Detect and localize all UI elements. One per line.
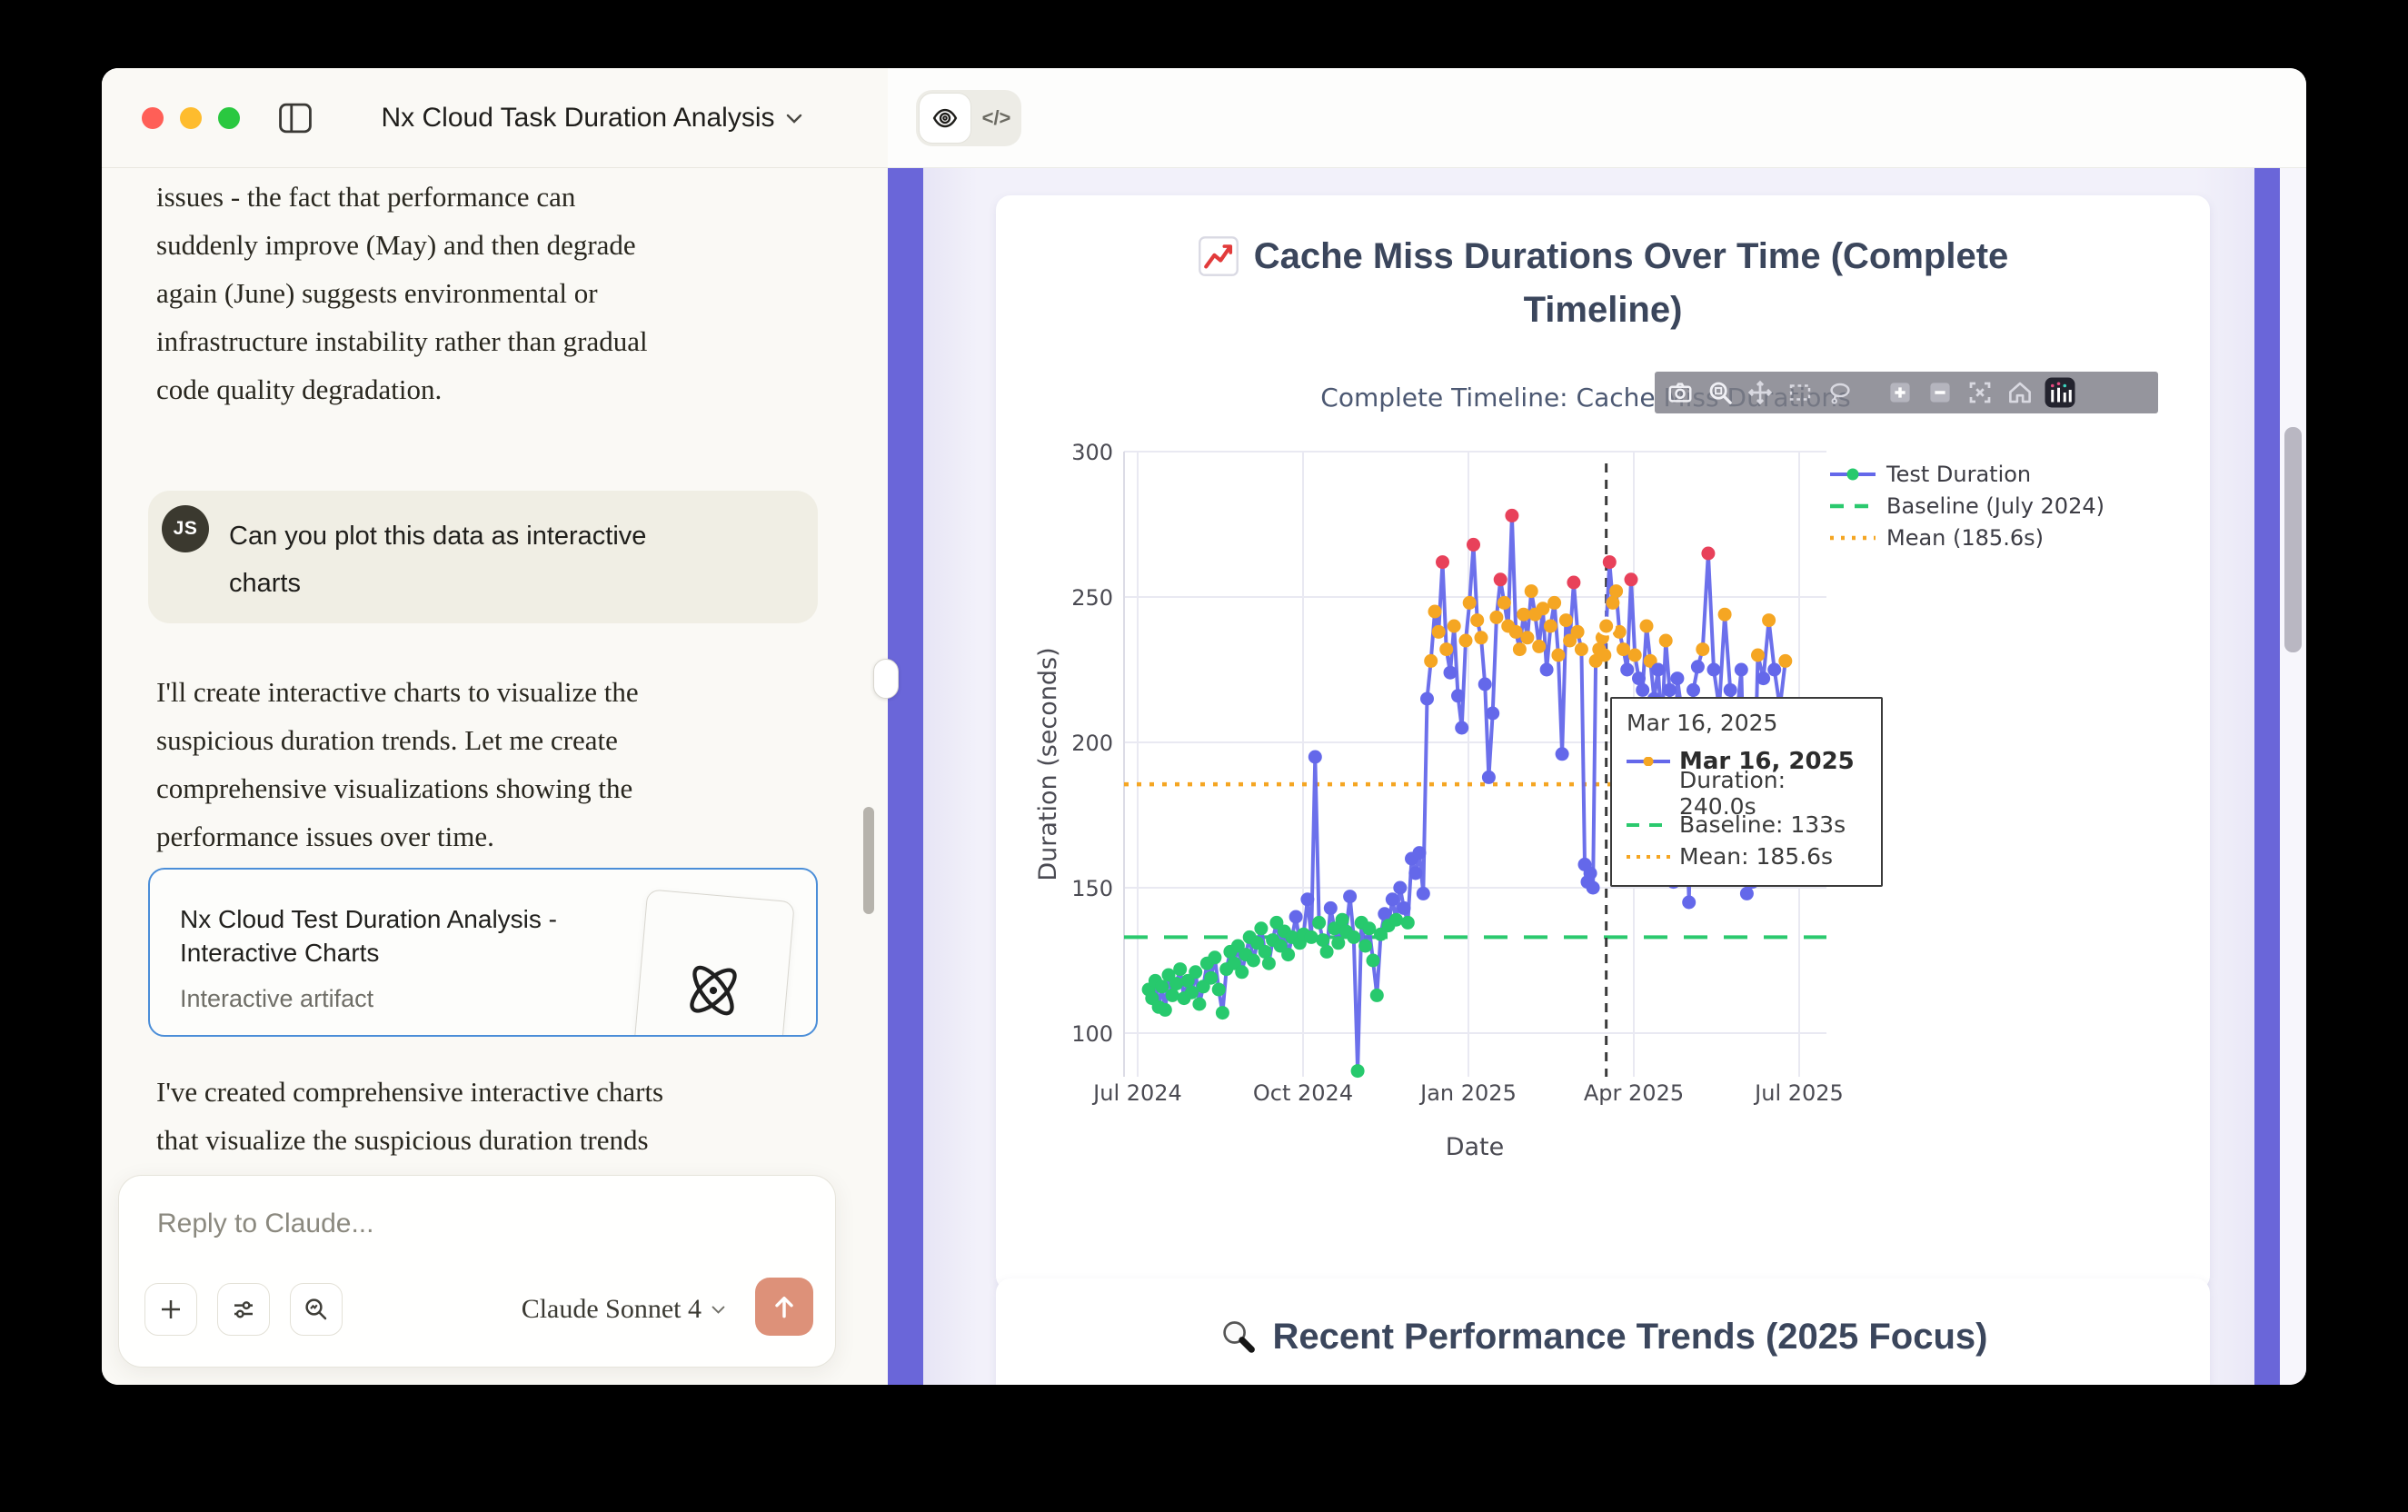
- arrow-up-icon: [775, 1296, 793, 1318]
- svg-text:Apr 2025: Apr 2025: [1584, 1080, 1684, 1106]
- chart-card: Cache Miss Durations Over Time (Complete…: [996, 195, 2210, 1290]
- svg-text:Jul 2024: Jul 2024: [1091, 1080, 1182, 1106]
- svg-text:Jan 2025: Jan 2025: [1418, 1080, 1517, 1106]
- chart-section-title-line1: Cache Miss Durations Over Time (Complete: [1253, 235, 2009, 276]
- svg-text:300: 300: [1071, 440, 1113, 465]
- plus-icon: [162, 1300, 180, 1318]
- code-toggle-button[interactable]: </>: [981, 106, 1011, 129]
- artifact-scrollbar-track[interactable]: [2280, 168, 2306, 1385]
- svg-text:Date: Date: [1446, 1133, 1505, 1161]
- magnifier-icon: [1222, 1320, 1255, 1353]
- zoom-icon[interactable]: [1702, 374, 1738, 411]
- model-name: Claude Sonnet 4: [521, 1294, 702, 1324]
- send-button[interactable]: [755, 1278, 813, 1336]
- svg-text:Mean (185.6s): Mean (185.6s): [1886, 525, 2044, 551]
- reply-composer[interactable]: Reply to Claude... Claude Sonnet 4: [118, 1175, 836, 1368]
- artifact-thumbnail: [631, 889, 795, 1035]
- chart-section-heading: Cache Miss Durations Over Time (Complete…: [996, 195, 2210, 331]
- eye-icon: [932, 108, 958, 128]
- tooltip-date: Mar 16, 2025: [1627, 710, 1778, 736]
- chart-tooltip: Mar 16, 2025 Mar 16, 2025 Duration: 240.0s…: [1610, 697, 1883, 887]
- chart-increasing-icon: [1198, 236, 1239, 276]
- artifact-accent-strip-left: [888, 168, 923, 1385]
- trends-card: Recent Performance Trends (2025 Focus): [996, 1278, 2210, 1385]
- app-window: Nx Cloud Task Duration Analysis issues -…: [102, 68, 2306, 1385]
- titlebar: Nx Cloud Task Duration Analysis: [102, 68, 888, 168]
- conversation-title-menu[interactable]: Nx Cloud Task Duration Analysis: [338, 68, 847, 168]
- sidebar-toggle-icon[interactable]: [278, 102, 313, 134]
- sliders-icon: [234, 1301, 253, 1318]
- artifact-subtitle: Interactive artifact: [180, 985, 374, 1012]
- pan-icon[interactable]: [1742, 374, 1778, 411]
- artifact-header: </> Copy Publish: [888, 68, 2306, 168]
- window-close-traffic-light[interactable]: [142, 107, 164, 129]
- trends-section-title: Recent Performance Trends (2025 Focus): [1272, 1317, 1988, 1357]
- artifact-title: Nx Cloud Test Duration Analysis - Interac…: [180, 905, 557, 967]
- conversation-title: Nx Cloud Task Duration Analysis: [381, 103, 775, 133]
- reply-input[interactable]: Reply to Claude...: [157, 1209, 374, 1238]
- artifact-preview-card[interactable]: Nx Cloud Test Duration Analysis - Interac…: [148, 868, 818, 1037]
- zoom-out-icon[interactable]: [1922, 374, 1958, 411]
- chevron-down-icon: [711, 1306, 725, 1314]
- user-avatar: JS: [162, 505, 209, 552]
- svg-text:Oct 2024: Oct 2024: [1253, 1080, 1353, 1106]
- reset-axes-home-icon[interactable]: [2002, 374, 2038, 411]
- model-selector[interactable]: Claude Sonnet 4: [522, 1283, 726, 1336]
- assistant-paragraph: issues - the fact that performance can su…: [156, 181, 648, 405]
- svg-text:Baseline (July 2024): Baseline (July 2024): [1886, 493, 2105, 519]
- chart-section-title-line2: Timeline): [1523, 290, 1683, 330]
- svg-text:Jul 2025: Jul 2025: [1753, 1080, 1844, 1106]
- atom-icon: [689, 965, 737, 1016]
- svg-text:250: 250: [1071, 585, 1113, 611]
- chat-scrollbar-thumb[interactable]: [863, 807, 874, 914]
- trends-section-heading: Recent Performance Trends (2025 Focus): [996, 1278, 2210, 1358]
- assistant-paragraph: I'll create interactive charts to visual…: [156, 676, 639, 852]
- artifact-scrollbar-thumb[interactable]: [2284, 427, 2302, 652]
- lasso-select-icon[interactable]: [1822, 374, 1858, 411]
- user-message-bubble: [148, 491, 818, 623]
- research-magnifier-icon: [305, 1298, 327, 1320]
- artifact-accent-strip-right: [2254, 168, 2280, 1385]
- view-toggle: </>: [916, 90, 1021, 146]
- attach-button[interactable]: [144, 1283, 197, 1336]
- window-minimize-traffic-light[interactable]: [180, 107, 202, 129]
- box-select-icon[interactable]: [1782, 374, 1818, 411]
- user-message-text: Can you plot this data as interactive cha…: [229, 522, 647, 598]
- autoscale-icon[interactable]: [1962, 374, 1998, 411]
- svg-text:200: 200: [1071, 731, 1113, 756]
- chat-panel: Nx Cloud Task Duration Analysis issues -…: [102, 68, 888, 1385]
- svg-text:150: 150: [1071, 876, 1113, 901]
- preview-toggle-button[interactable]: [919, 93, 971, 144]
- tooltip-baseline: Baseline: 133s: [1679, 811, 1846, 838]
- tooltip-duration: Duration: 240.0s: [1679, 766, 1786, 820]
- chevron-down-icon: [787, 114, 802, 124]
- download-plot-icon[interactable]: [1662, 374, 1698, 411]
- svg-text:100: 100: [1071, 1021, 1113, 1047]
- svg-text:Test Duration: Test Duration: [1886, 462, 2031, 487]
- panel-resize-handle[interactable]: [873, 659, 899, 699]
- tooltip-title: Mar 16, 2025: [1679, 747, 1855, 775]
- tooltip-mean: Mean: 185.6s: [1679, 843, 1834, 870]
- tools-button[interactable]: [217, 1283, 270, 1336]
- zoom-in-icon[interactable]: [1882, 374, 1918, 411]
- plotly-modebar: [1655, 372, 2158, 413]
- window-zoom-traffic-light[interactable]: [218, 107, 240, 129]
- plotly-chart[interactable]: Jul 2024 Oct 2024 Jan 2025 Apr 2025 Jul 2025…: [1027, 377, 2199, 1186]
- research-button[interactable]: [290, 1283, 343, 1336]
- svg-text:Duration (seconds): Duration (seconds): [1034, 647, 1062, 880]
- plotly-logo[interactable]: [2042, 374, 2078, 411]
